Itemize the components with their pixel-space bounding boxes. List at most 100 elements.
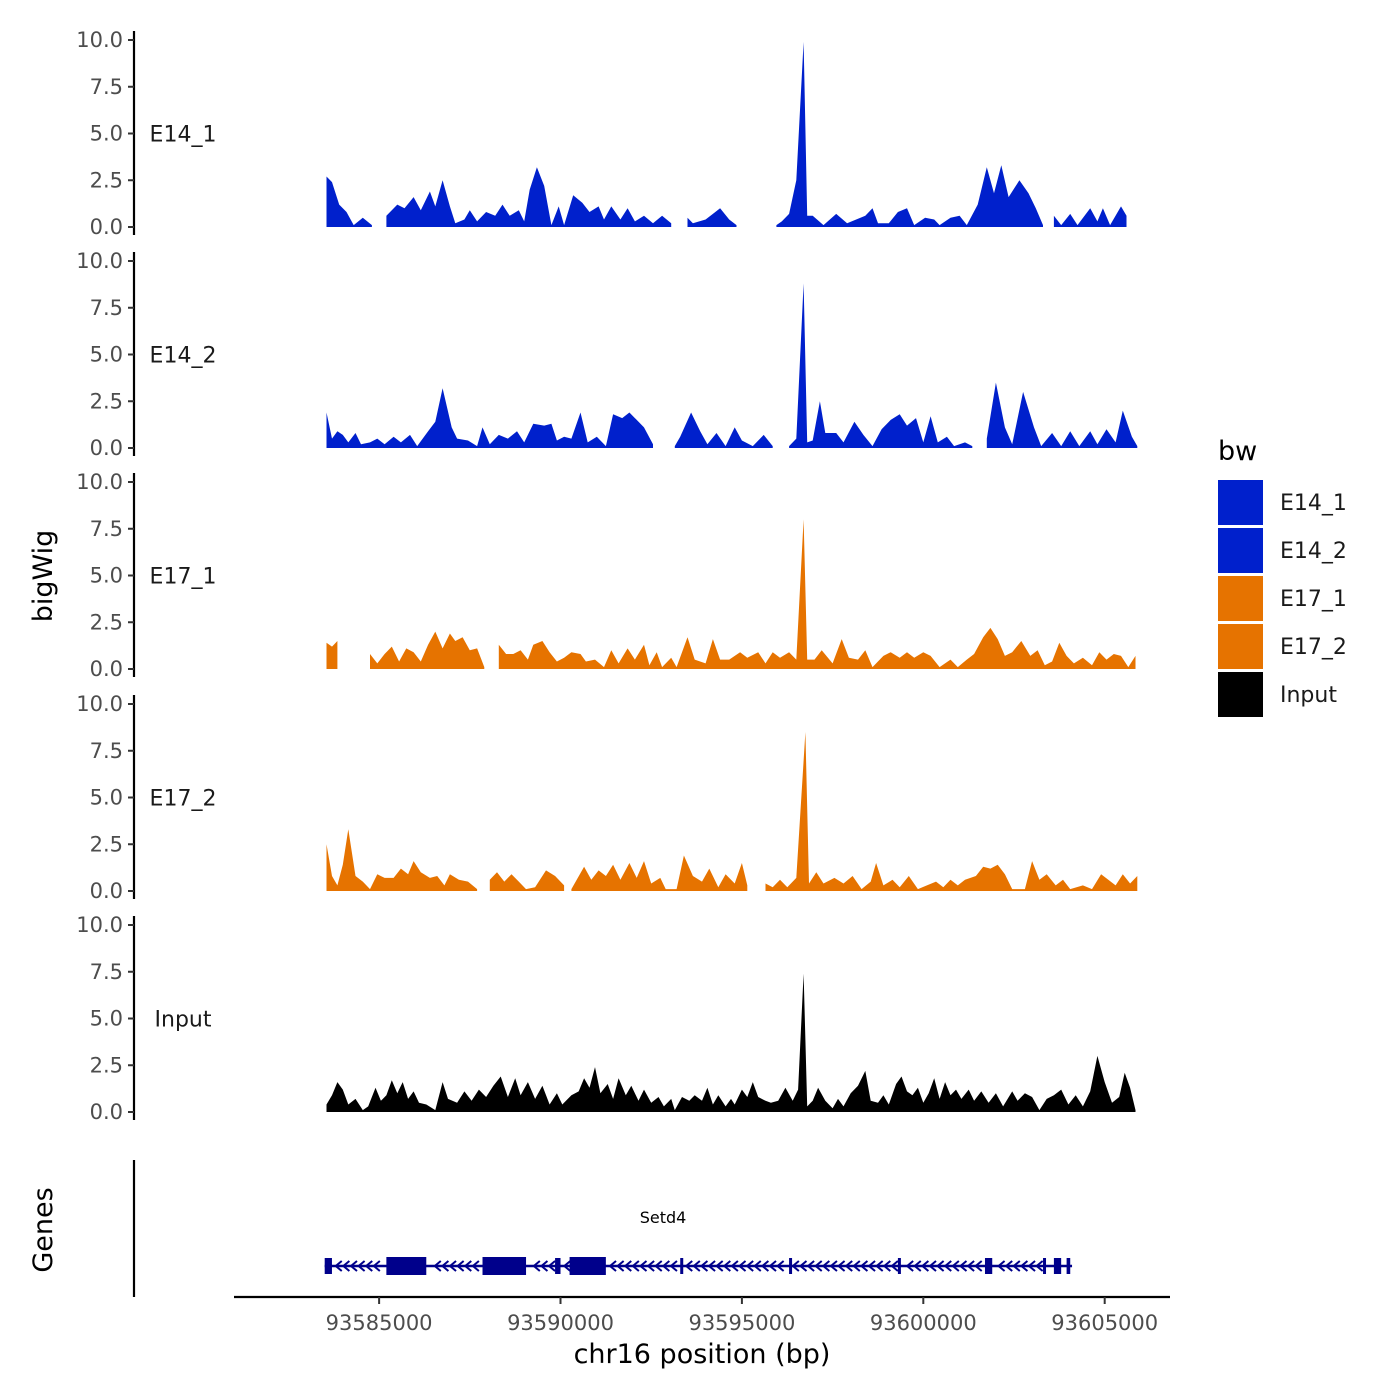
genes-layer: Setd4	[132, 1160, 1073, 1297]
legend-swatch	[1218, 672, 1263, 717]
track-label: E14_2	[150, 344, 217, 369]
strand-arrow-icon	[532, 1260, 541, 1272]
strand-arrow-icon	[905, 1260, 914, 1272]
y-tick-label: 10.0	[76, 913, 123, 937]
strand-arrow-icon	[844, 1260, 853, 1272]
strand-arrow-icon	[684, 1260, 693, 1272]
gene-exon	[555, 1258, 561, 1274]
coverage-area	[326, 973, 1136, 1112]
strand-arrow-icon	[372, 1260, 381, 1272]
coverage-area	[326, 641, 338, 669]
y-tick-label: 10.0	[76, 28, 123, 52]
strand-arrow-icon	[623, 1260, 632, 1272]
y-tick-label: 7.5	[90, 75, 123, 99]
legend-swatch	[1218, 528, 1263, 573]
strand-arrow-icon	[715, 1260, 724, 1272]
tracks-layer: 0.0 2.5 5.0 7.5 10.0 E14_1 0.0 2.5 5.0 7.5 10.0 E14…	[76, 28, 1138, 1124]
strand-arrow-icon	[974, 1260, 983, 1272]
strand-arrow-icon	[951, 1260, 960, 1272]
y-tick-label: 0.0	[90, 1100, 123, 1124]
track-E17_2: 0.0 2.5 5.0 7.5 10.0 E17_2	[76, 692, 1138, 903]
track-label: E14_1	[150, 123, 217, 148]
coverage-area	[789, 283, 973, 448]
gene-exon	[789, 1258, 793, 1274]
strand-arrow-icon	[882, 1260, 891, 1272]
strand-arrow-icon	[798, 1260, 808, 1272]
track-E17_1: 0.0 2.5 5.0 7.5 10.0 E17_1	[76, 470, 1136, 681]
y-tick-label: 2.5	[90, 610, 123, 634]
track-E14_1: 0.0 2.5 5.0 7.5 10.0 E14_1	[76, 28, 1127, 239]
x-tick-label: 93600000	[870, 1311, 977, 1335]
legend-label: E17_1	[1280, 587, 1347, 612]
strand-arrow-icon	[867, 1260, 876, 1272]
coverage-area	[687, 208, 737, 227]
gene-exon	[1053, 1258, 1062, 1274]
strand-arrow-icon	[631, 1260, 640, 1272]
y-tick-label: 2.5	[90, 832, 123, 856]
coverage-area	[489, 870, 565, 891]
gene-exon	[897, 1258, 901, 1274]
coverage-area	[1053, 206, 1127, 227]
strand-arrow-icon	[875, 1260, 884, 1272]
legend-swatch	[1218, 624, 1263, 669]
strand-arrow-icon	[364, 1260, 373, 1272]
legend-label: E17_2	[1280, 635, 1347, 660]
y-tick-label: 5.0	[90, 786, 123, 810]
gene-exon	[1043, 1258, 1047, 1274]
y-tick-label: 0.0	[90, 436, 123, 460]
y-tick-label: 0.0	[90, 879, 123, 903]
strand-arrow-icon	[943, 1260, 952, 1272]
gene-exon	[324, 1258, 332, 1274]
y-tick-label: 10.0	[76, 692, 123, 716]
strand-arrow-icon	[357, 1260, 366, 1272]
strand-arrow-icon	[562, 1260, 571, 1272]
strand-arrow-icon	[966, 1260, 975, 1272]
track-E14_2: 0.0 2.5 5.0 7.5 10.0 E14_2	[76, 249, 1138, 460]
y-tick-label: 7.5	[90, 296, 123, 320]
strand-arrow-icon	[722, 1260, 731, 1272]
strand-arrow-icon	[654, 1260, 663, 1272]
strand-arrow-icon	[638, 1260, 648, 1272]
gene-exon	[680, 1258, 684, 1274]
strand-arrow-icon	[661, 1260, 670, 1272]
legend-swatch	[1218, 480, 1263, 525]
strand-arrow-icon	[707, 1260, 716, 1272]
strand-arrow-icon	[646, 1260, 655, 1272]
y-tick-label: 0.0	[90, 657, 123, 681]
strand-arrow-icon	[890, 1260, 899, 1272]
y-tick-label: 5.0	[90, 1007, 123, 1031]
strand-arrow-icon	[448, 1260, 457, 1272]
gene-exon	[569, 1257, 606, 1275]
track-label: E17_2	[150, 787, 217, 812]
strand-arrow-icon	[928, 1260, 937, 1272]
strand-arrow-icon	[1027, 1260, 1036, 1272]
legend-swatch	[1218, 576, 1263, 621]
strand-arrow-icon	[669, 1260, 678, 1272]
y-tick-label: 5.0	[90, 122, 123, 146]
strand-arrow-icon	[958, 1260, 968, 1272]
x-tick-label: 93585000	[326, 1311, 433, 1335]
coverage-area	[571, 855, 748, 891]
legend-label: E14_1	[1280, 491, 1347, 516]
strand-arrow-icon	[745, 1260, 754, 1272]
coverage-area	[370, 631, 485, 669]
strand-arrow-icon	[1012, 1260, 1021, 1272]
strand-arrow-icon	[760, 1260, 770, 1272]
strand-arrow-icon	[837, 1260, 846, 1272]
coverage-area	[986, 382, 1138, 448]
x-axis: 93585000 93590000 93595000 93600000 93605000	[234, 1295, 1170, 1335]
coverage-area	[326, 829, 478, 891]
strand-arrow-icon	[859, 1260, 869, 1272]
strand-arrow-icon	[806, 1260, 815, 1272]
strand-arrow-icon	[616, 1260, 625, 1272]
x-tick-label: 93590000	[507, 1311, 614, 1335]
strand-arrow-icon	[913, 1260, 922, 1272]
strand-arrow-icon	[463, 1260, 472, 1272]
strand-arrow-icon	[1035, 1260, 1044, 1272]
strand-arrow-icon	[753, 1260, 762, 1272]
strand-arrow-icon	[829, 1260, 838, 1272]
strand-arrow-icon	[692, 1260, 701, 1272]
strand-arrow-icon	[814, 1260, 823, 1272]
gene-exon	[1066, 1258, 1071, 1274]
x-tick-label: 93605000	[1051, 1311, 1158, 1335]
